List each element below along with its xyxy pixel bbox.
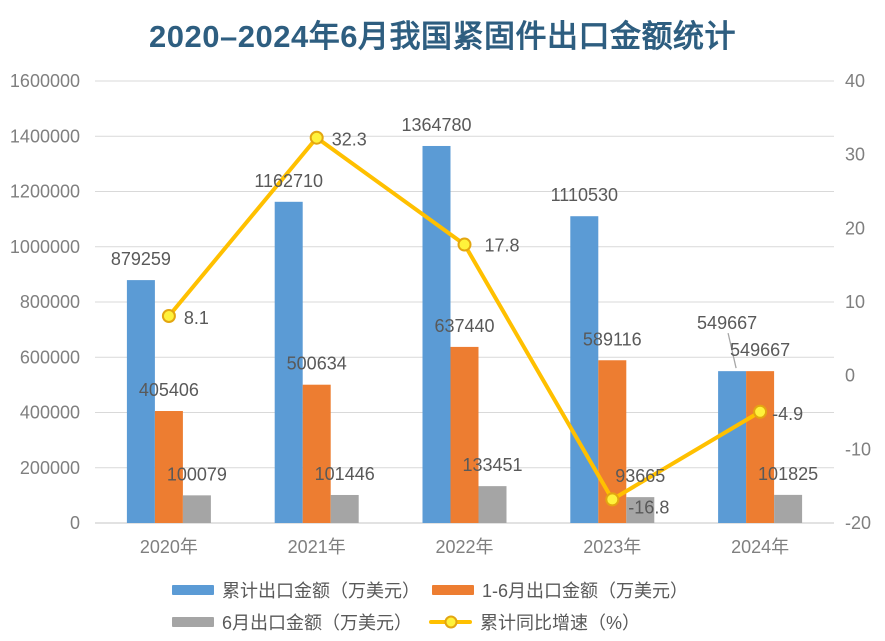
category-label-2023年: 2023年	[583, 537, 641, 557]
left-axis-tick-label: 0	[70, 513, 80, 533]
bar-jan-jun-export-2021年	[302, 384, 331, 523]
left-axis-tick-label: 1000000	[10, 237, 80, 257]
bar-june-export-2023年	[626, 497, 655, 523]
data-label-june-export-2021年: 101446	[315, 464, 375, 484]
data-label-yoy-growth-2024年: -4.9	[772, 404, 803, 424]
bar-june-export-2024年	[774, 494, 803, 523]
bar-cumulative-export-2021年	[274, 201, 303, 523]
line-marker-2023年	[605, 492, 620, 507]
data-label-jan-jun-export-2022年: 637440	[434, 316, 494, 336]
data-label-june-export-2024年: 101825	[758, 464, 818, 484]
data-label-yoy-growth-2021年: 32.3	[332, 130, 367, 150]
data-label-jan-jun-export-2024年: 549667	[730, 340, 790, 360]
bar-jan-jun-export-2024年	[746, 371, 775, 523]
data-label-cumulative-export-2023年: 1110530	[551, 185, 618, 205]
legend-swatch-june-export	[172, 617, 214, 627]
line-marker-2024年	[753, 404, 768, 419]
legend-swatch-cumulative-export	[172, 585, 214, 595]
data-label-cumulative-export-2022年: 1364780	[401, 115, 471, 135]
category-label-2022年: 2022年	[435, 537, 493, 557]
line-marker-2022年	[457, 237, 472, 252]
line-marker-2020年	[161, 308, 176, 323]
data-label-june-export-2022年: 133451	[462, 455, 522, 475]
left-axis-tick-label: 800000	[20, 292, 80, 312]
legend-label-yoy-growth: 累计同比增速（%）	[480, 613, 641, 633]
legend-label-jan-jun-export: 1-6月出口金额（万美元）	[482, 581, 689, 601]
category-label-2024年: 2024年	[731, 537, 789, 557]
data-label-june-export-2020年: 100079	[167, 464, 227, 484]
data-label-jan-jun-export-2023年: 589116	[583, 329, 642, 349]
left-axis-tick-label: 200000	[20, 458, 80, 478]
data-label-june-export-2023年: 93665	[615, 466, 665, 486]
left-axis-tick-label: 1400000	[10, 126, 80, 146]
bar-cumulative-export-2024年	[718, 371, 747, 523]
right-axis-tick-label: 40	[845, 71, 865, 91]
bar-june-export-2020年	[182, 495, 211, 523]
data-label-cumulative-export-2020年: 879259	[111, 249, 171, 269]
right-axis-tick-label: -10	[845, 439, 871, 459]
bar-cumulative-export-2022年	[422, 145, 451, 523]
chart-title: 2020–2024年6月我国紧固件出口金额统计	[149, 19, 736, 54]
legend-item-yoy-growth: 累计同比增速（%）	[429, 612, 641, 633]
left-axis-tick-label: 1600000	[10, 71, 80, 91]
legend-label-cumulative-export: 累计出口金额（万美元）	[222, 581, 420, 601]
bar-june-export-2022年	[478, 486, 507, 523]
bar-jan-jun-export-2022年	[450, 346, 479, 523]
left-axis-tick-label: 600000	[20, 347, 80, 367]
right-axis-tick-label: 20	[845, 218, 865, 238]
bar-cumulative-export-2020年	[126, 280, 155, 523]
category-label-2021年: 2021年	[288, 537, 346, 557]
right-axis-tick-label: 30	[845, 145, 865, 165]
data-label-jan-jun-export-2020年: 405406	[139, 380, 199, 400]
bar-jan-jun-export-2020年	[154, 411, 183, 523]
left-axis-tick-label: 1200000	[10, 182, 80, 202]
line-marker-2021年	[309, 130, 324, 145]
right-axis-tick-label: -20	[845, 513, 871, 533]
legend-item-cumulative-export: 累计出口金额（万美元）	[172, 580, 420, 601]
legend-swatch-jan-jun-export	[432, 585, 474, 595]
legend-item-jan-jun-export: 1-6月出口金额（万美元）	[432, 580, 689, 601]
right-axis-tick-label: 10	[845, 292, 865, 312]
bar-cumulative-export-2023年	[570, 216, 599, 523]
left-axis-tick-label: 400000	[20, 403, 80, 423]
right-axis-tick-label: 0	[845, 366, 855, 386]
data-label-jan-jun-export-2021年: 500634	[287, 354, 347, 374]
data-label-cumulative-export-2021年: 1162710	[254, 171, 323, 191]
label-leader-line	[727, 333, 737, 369]
data-label-yoy-growth-2020年: 8.1	[184, 308, 209, 328]
data-label-cumulative-export-2024年: 549667	[697, 313, 757, 333]
legend-line-marker-icon	[429, 615, 472, 629]
category-label-2020年: 2020年	[140, 537, 198, 557]
legend-label-june-export: 6月出口金额（万美元）	[222, 613, 413, 633]
data-label-yoy-growth-2023年: -16.8	[628, 497, 669, 517]
legend-item-june-export: 6月出口金额（万美元）	[172, 612, 413, 633]
data-label-yoy-growth-2022年: 17.8	[485, 236, 520, 256]
legend-line-dot	[444, 615, 457, 629]
bar-june-export-2021年	[330, 494, 359, 523]
